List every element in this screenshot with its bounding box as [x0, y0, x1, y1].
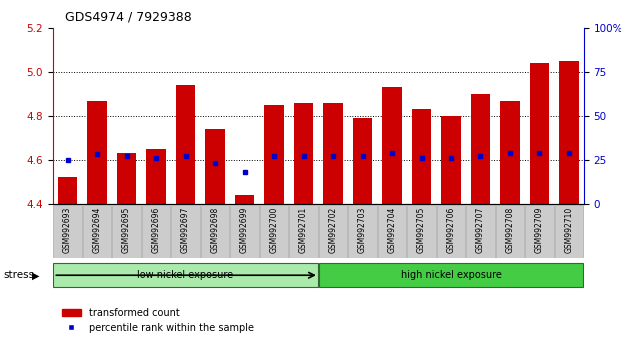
FancyBboxPatch shape	[496, 205, 524, 258]
Text: GSM992701: GSM992701	[299, 206, 308, 252]
Bar	[176, 85, 195, 204]
Text: GSM992702: GSM992702	[329, 206, 337, 252]
Bar	[530, 63, 549, 204]
FancyBboxPatch shape	[525, 205, 554, 258]
FancyBboxPatch shape	[230, 205, 259, 258]
Text: GSM992700: GSM992700	[270, 206, 278, 253]
Text: GSM992703: GSM992703	[358, 206, 367, 253]
FancyBboxPatch shape	[83, 205, 111, 258]
Text: low nickel exposure: low nickel exposure	[137, 270, 233, 280]
Text: GSM992697: GSM992697	[181, 206, 190, 253]
Text: GSM992699: GSM992699	[240, 206, 249, 253]
Text: GSM992696: GSM992696	[152, 206, 160, 253]
Text: GSM992704: GSM992704	[388, 206, 396, 253]
Bar	[471, 94, 490, 204]
Bar	[324, 103, 343, 204]
Bar	[383, 87, 402, 204]
FancyBboxPatch shape	[289, 205, 318, 258]
Text: GSM992706: GSM992706	[446, 206, 455, 253]
Bar	[560, 61, 579, 204]
Bar	[147, 149, 166, 204]
FancyBboxPatch shape	[407, 205, 436, 258]
Text: stress: stress	[3, 270, 34, 280]
FancyBboxPatch shape	[319, 263, 583, 287]
Text: GSM992709: GSM992709	[535, 206, 544, 253]
Bar	[206, 129, 225, 204]
Bar	[294, 103, 313, 204]
FancyBboxPatch shape	[201, 205, 229, 258]
Text: ▶: ▶	[32, 270, 40, 280]
FancyBboxPatch shape	[319, 205, 347, 258]
FancyBboxPatch shape	[112, 205, 141, 258]
FancyBboxPatch shape	[348, 205, 377, 258]
Text: high nickel exposure: high nickel exposure	[401, 270, 501, 280]
Bar	[442, 116, 461, 204]
Text: GSM992705: GSM992705	[417, 206, 426, 253]
FancyBboxPatch shape	[142, 205, 170, 258]
Bar	[501, 101, 520, 204]
Text: GSM992710: GSM992710	[564, 206, 573, 252]
Bar	[117, 153, 136, 204]
FancyBboxPatch shape	[53, 205, 82, 258]
FancyBboxPatch shape	[555, 205, 583, 258]
FancyBboxPatch shape	[171, 205, 200, 258]
Legend: transformed count, percentile rank within the sample: transformed count, percentile rank withi…	[58, 304, 258, 337]
FancyBboxPatch shape	[466, 205, 495, 258]
Text: GDS4974 / 7929388: GDS4974 / 7929388	[65, 11, 192, 24]
FancyBboxPatch shape	[260, 205, 288, 258]
Bar	[353, 118, 372, 204]
Bar	[265, 105, 284, 204]
Bar	[235, 195, 254, 204]
Bar	[412, 109, 431, 204]
Bar	[58, 177, 77, 204]
Text: GSM992707: GSM992707	[476, 206, 485, 253]
Text: GSM992698: GSM992698	[211, 206, 219, 252]
Text: GSM992694: GSM992694	[93, 206, 101, 253]
Text: GSM992695: GSM992695	[122, 206, 131, 253]
Text: GSM992708: GSM992708	[505, 206, 514, 252]
FancyBboxPatch shape	[378, 205, 406, 258]
Bar	[88, 101, 107, 204]
FancyBboxPatch shape	[53, 263, 318, 287]
Text: GSM992693: GSM992693	[63, 206, 72, 253]
FancyBboxPatch shape	[437, 205, 465, 258]
